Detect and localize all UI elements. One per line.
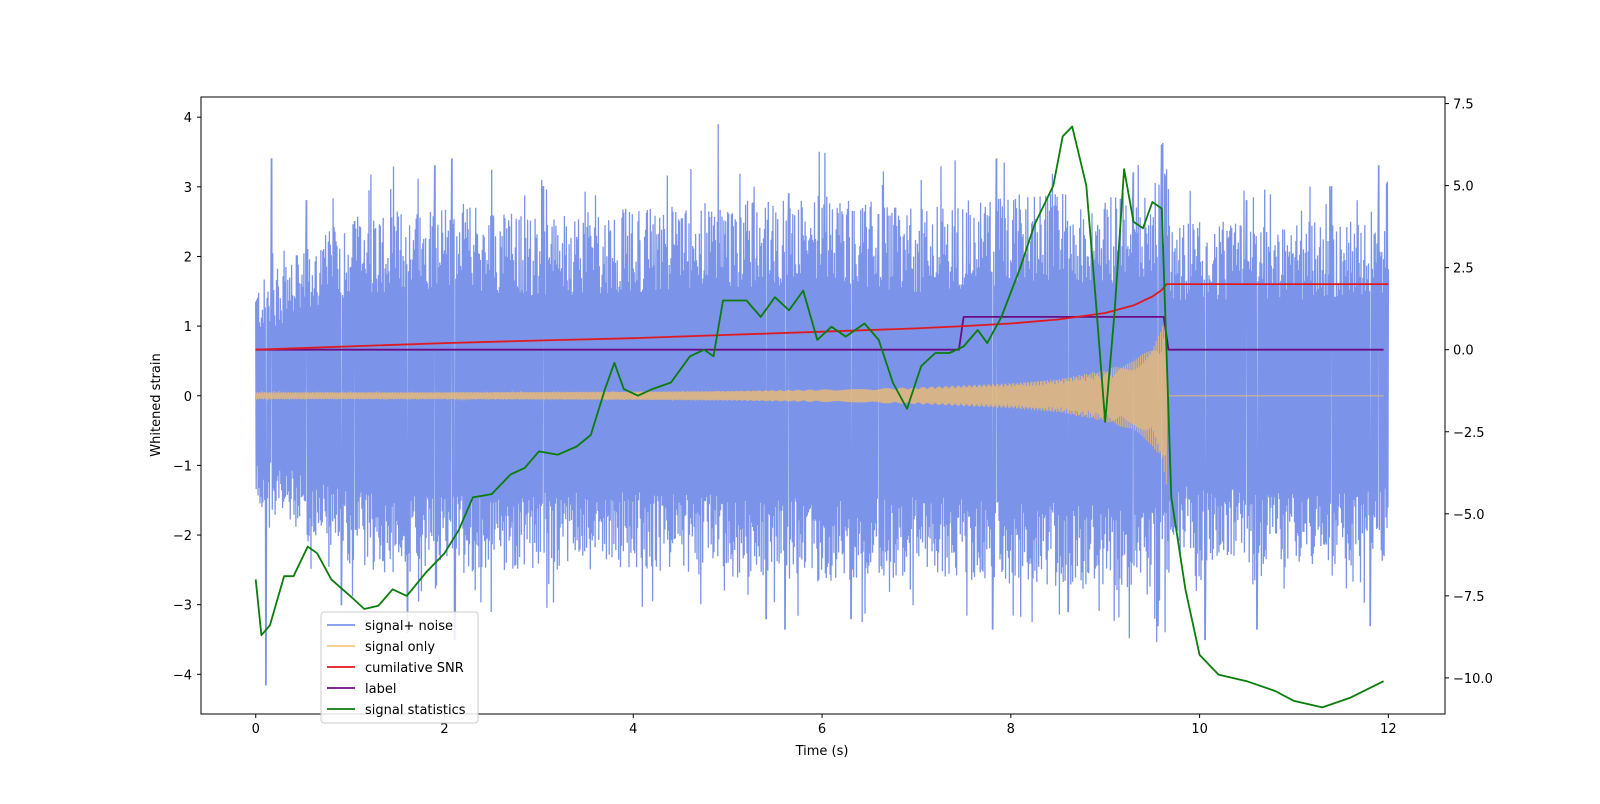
signal-noise-line [255, 124, 1390, 686]
y2-tick-label: −7.5 [1453, 590, 1485, 605]
y2-tick-label: 2.5 [1453, 262, 1474, 277]
y2-tick-label: −5.0 [1453, 508, 1485, 523]
x-axis-label: Time (s) [795, 744, 849, 759]
legend-label: signal statistics [365, 703, 466, 718]
y-tick-label: −3 [173, 599, 192, 614]
legend-label: signal only [365, 640, 435, 655]
legend-label: cumilative SNR [365, 661, 464, 676]
x-tick-label: 4 [629, 722, 637, 737]
y-tick-label: 4 [184, 111, 192, 126]
y2-tick-label: 5.0 [1453, 180, 1474, 195]
x-tick-label: 12 [1380, 722, 1397, 737]
lines-layer [254, 125, 1389, 709]
label-line [255, 315, 1384, 351]
y2-tick-label: 0.0 [1453, 344, 1474, 359]
legend: signal+ noise signal only cumilative SNR la… [320, 611, 479, 724]
x-tick-label: 0 [252, 722, 260, 737]
y-tick-label: 1 [184, 320, 192, 335]
y2-tick-label: −2.5 [1453, 426, 1485, 441]
x-tick-label: 6 [818, 722, 826, 737]
y-tick-label: −1 [173, 459, 192, 474]
legend-label: signal+ noise [365, 619, 453, 634]
y2-tick-label: −10.0 [1453, 672, 1493, 687]
y-axis: −4 −3 −2 −1 0 1 2 3 4 [173, 111, 201, 683]
x-tick-label: 10 [1191, 722, 1208, 737]
legend-box [320, 611, 479, 724]
y-tick-label: 0 [184, 390, 192, 405]
y2-axis: −10.0 −7.5 −5.0 −2.5 0.0 2.5 5.0 7.5 [1445, 98, 1493, 687]
signal-only-line [255, 317, 1384, 485]
y-tick-label: 3 [184, 181, 192, 196]
plot-area [254, 124, 1390, 709]
plot-frame [200, 96, 1446, 715]
y-tick-label: −4 [173, 668, 192, 683]
signal-only-layer [255, 317, 1384, 485]
signal-statistics-line [254, 125, 1385, 709]
y-axis-label: Whitened strain [149, 353, 164, 456]
y-tick-label: 2 [184, 250, 192, 265]
y-tick-label: −2 [173, 529, 192, 544]
signal-noise-layer [255, 124, 1390, 686]
y2-tick-label: 7.5 [1453, 98, 1474, 113]
cumilative-snr-line [255, 283, 1389, 351]
x-tick-label: 2 [440, 722, 448, 737]
legend-label: label [365, 682, 396, 697]
x-tick-label: 8 [1007, 722, 1015, 737]
